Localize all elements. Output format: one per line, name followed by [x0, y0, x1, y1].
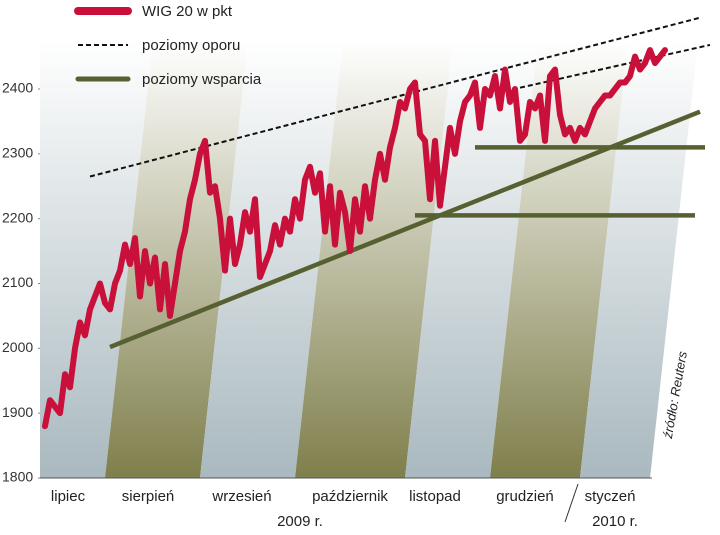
- x-tick-label: listopad: [409, 488, 461, 505]
- x-tick-label: grudzień: [496, 488, 554, 505]
- y-tick-label: 2100: [2, 274, 33, 290]
- legend-label: poziomy oporu: [142, 37, 240, 54]
- year-label: 2009 r.: [277, 513, 323, 530]
- source: źródło: Reuters: [660, 350, 690, 441]
- year-label: 2010 r.: [592, 513, 638, 530]
- resistance-line: [89, 16, 701, 178]
- y-tick-label: 2300: [2, 145, 33, 161]
- legend-label: poziomy wsparcia: [142, 71, 262, 88]
- x-tick-label: październik: [312, 488, 388, 505]
- index-line: [42, 47, 668, 430]
- month-band: [295, 40, 454, 478]
- x-tick-label: lipiec: [51, 488, 86, 505]
- y-tick-label: 2200: [2, 209, 33, 225]
- year-separator: [564, 483, 579, 523]
- y-tick-label: 1900: [2, 404, 33, 420]
- y-tick-label: 2000: [2, 339, 33, 355]
- month-band: [200, 40, 344, 478]
- x-tick-label: styczeń: [585, 488, 636, 505]
- legend-label: WIG 20 w pkt: [142, 3, 233, 20]
- support-line: [109, 109, 701, 350]
- month-band: [40, 40, 154, 478]
- x-tick-label: wrzesień: [211, 488, 271, 505]
- y-tick-label: 1800: [2, 469, 33, 485]
- x-tick-label: sierpień: [122, 488, 175, 505]
- y-tick-label: 2400: [2, 80, 33, 96]
